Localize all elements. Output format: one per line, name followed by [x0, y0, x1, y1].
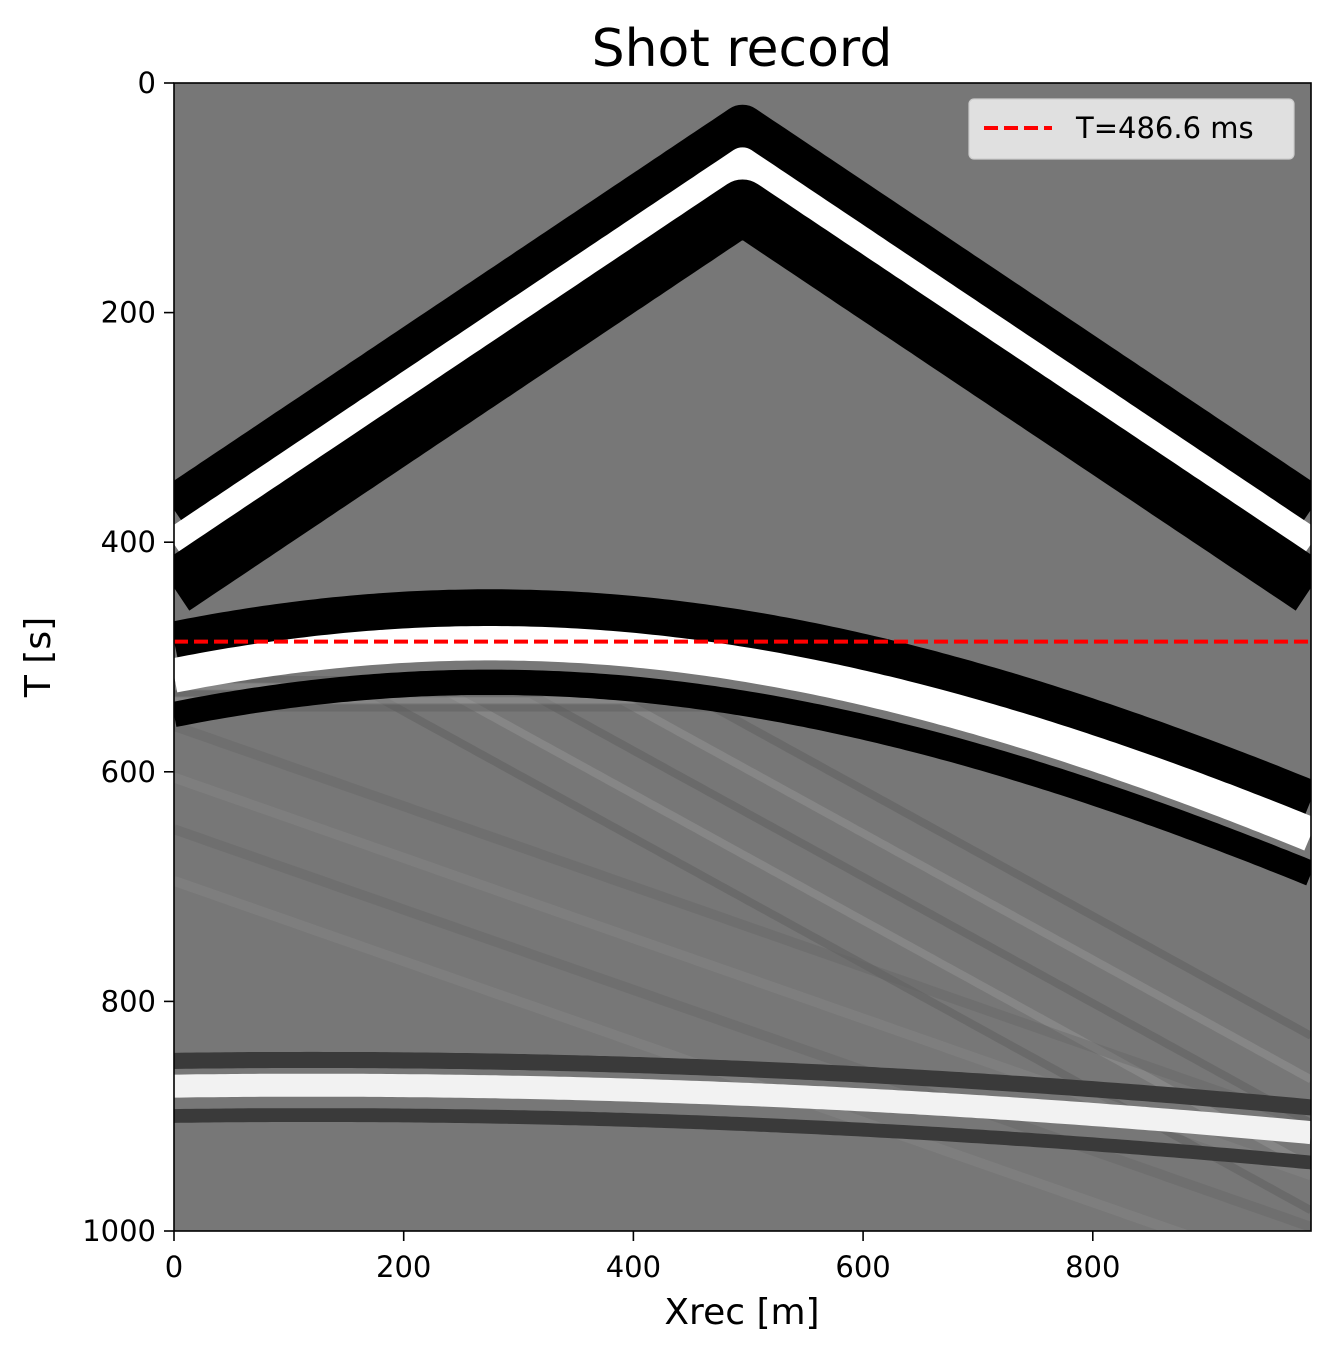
y-tick-label: 0	[138, 66, 156, 100]
y-tick-label: 1000	[82, 1214, 156, 1248]
legend-entry-label: T=486.6 ms	[1075, 111, 1254, 145]
noise-streak	[174, 721, 1311, 1129]
event-reflection-1	[174, 589, 1311, 886]
x-tick-label: 400	[606, 1250, 661, 1284]
chart-title: Shot record	[592, 19, 893, 79]
event-band	[174, 669, 1311, 886]
event-band	[174, 1108, 1311, 1170]
noise-streak	[174, 696, 1311, 1083]
event-band	[174, 1051, 1311, 1116]
event-band	[174, 104, 1311, 530]
event-reflection-2	[174, 1051, 1311, 1170]
x-tick-label: 600	[835, 1250, 890, 1284]
y-axis-ticks: 0 200 400 600 800 1000	[82, 66, 174, 1248]
event-band	[174, 589, 1311, 819]
event-band	[174, 1073, 1311, 1145]
y-tick-label: 400	[101, 525, 156, 559]
x-tick-label: 200	[376, 1250, 431, 1284]
plot-area	[174, 83, 1311, 1231]
plot-frame	[173, 82, 1312, 1232]
x-tick-label: 0	[165, 1250, 183, 1284]
legend-box	[968, 98, 1295, 160]
x-axis-ticks: 0 200 400 600 800	[165, 1231, 1120, 1284]
event-direct-arrival	[174, 104, 1311, 612]
y-tick-label: 800	[101, 984, 156, 1018]
x-axis-label: Xrec [m]	[664, 1292, 819, 1333]
noise-streak	[174, 703, 1311, 1040]
y-axis-label: T [s]	[18, 617, 59, 698]
y-tick-label: 600	[101, 755, 156, 789]
noise-streak	[174, 876, 1190, 1231]
y-tick-label: 200	[101, 296, 156, 330]
event-band	[174, 626, 1311, 851]
legend: T=486.6 ms	[968, 98, 1295, 160]
seismic-events-layer	[174, 104, 1311, 1170]
noise-streak	[174, 824, 1311, 1231]
x-tick-label: 800	[1065, 1250, 1120, 1284]
event-band	[174, 179, 1311, 612]
event-band	[174, 147, 1311, 558]
